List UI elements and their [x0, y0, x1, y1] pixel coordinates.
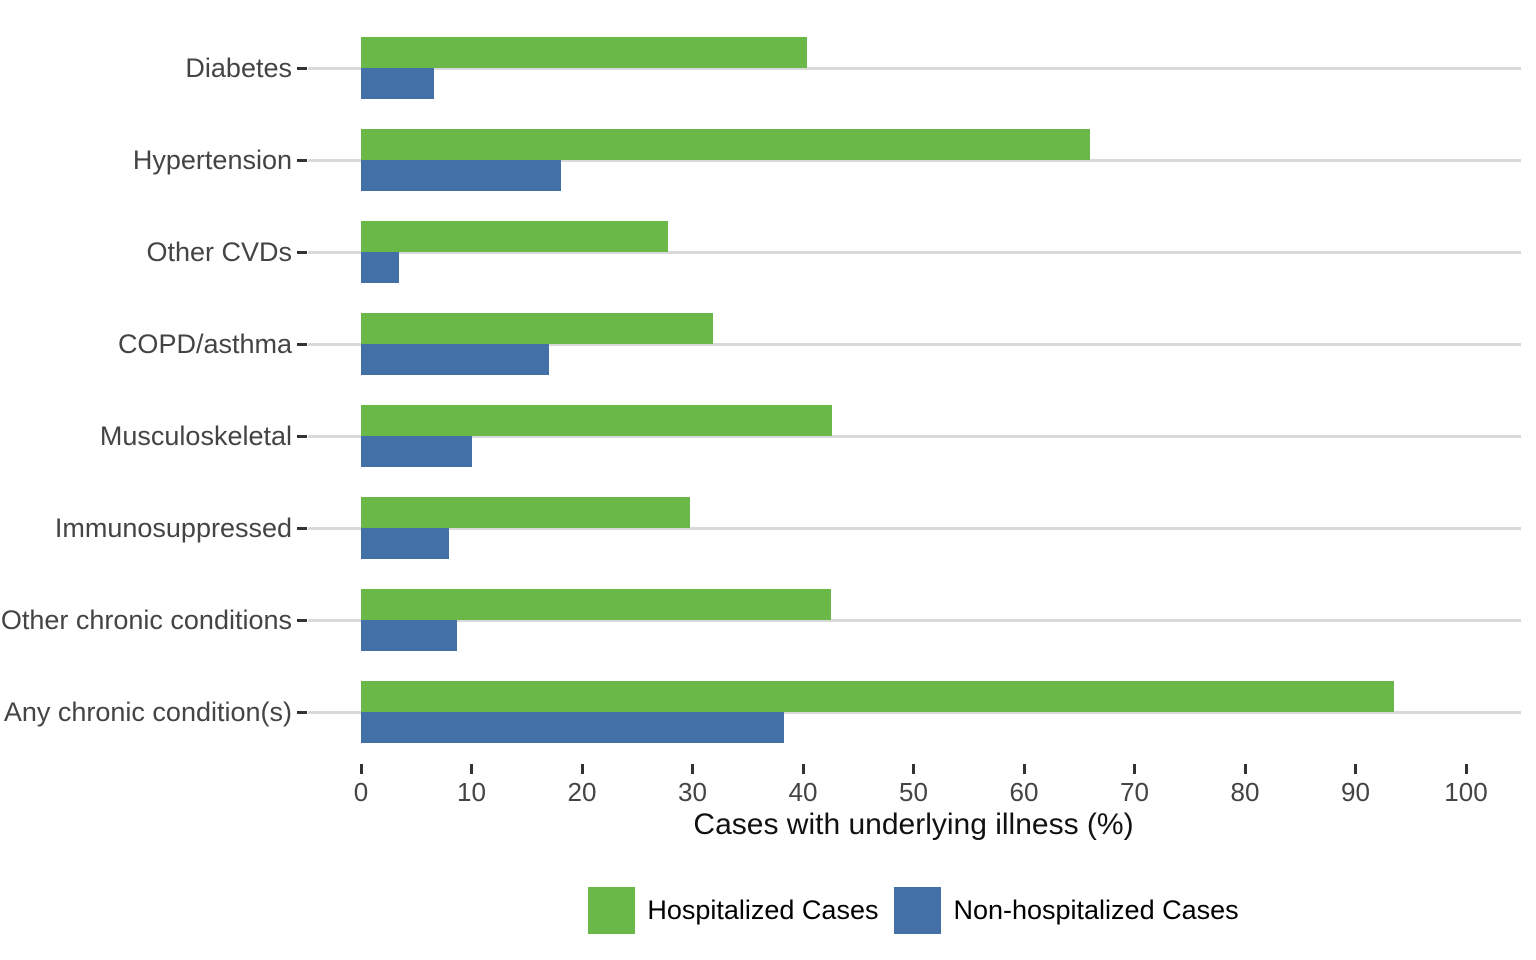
- x-tick-label-40: 40: [788, 777, 818, 807]
- category-label-diabetes: Diabetes: [185, 53, 292, 83]
- bar-non-hospitalized-cases-other-cvds: [361, 252, 399, 283]
- x-tick-label-90: 90: [1341, 777, 1370, 807]
- x-tick-label-20: 20: [567, 777, 597, 807]
- category-label-copd-asthma: COPD/asthma: [117, 329, 292, 359]
- category-label-other-chronic-conditions: Other chronic conditions: [0, 605, 292, 635]
- x-tick-label-100: 100: [1444, 777, 1488, 807]
- x-tick-label-30: 30: [678, 777, 707, 807]
- category-tick-mark: [297, 434, 307, 438]
- x-tick-mark-20: [580, 764, 584, 774]
- x-tick-label-0: 0: [353, 777, 369, 807]
- category-tick-mark: [297, 66, 307, 70]
- category-tick-mark: [297, 526, 307, 530]
- category-gridline: [308, 618, 1521, 622]
- bar-hospitalized-cases-other-chronic-conditions: [361, 589, 831, 620]
- x-tick-label-60: 60: [1009, 777, 1039, 807]
- x-tick-label-70: 70: [1120, 777, 1149, 807]
- bar-hospitalized-cases-immunosuppressed: [361, 497, 691, 528]
- category-label-musculoskeletal: Musculoskeletal: [99, 421, 292, 451]
- category-label-other-cvds: Other CVDs: [146, 237, 292, 267]
- x-tick-mark-100: [1464, 764, 1468, 774]
- x-tick-label-50: 50: [899, 777, 928, 807]
- legend: Hospitalized Cases Non-hospitalized Cases: [361, 884, 1466, 936]
- x-tick-mark-0: [359, 764, 363, 774]
- bar-non-hospitalized-cases-diabetes: [361, 68, 434, 99]
- bar-non-hospitalized-cases-musculoskeletal: [361, 436, 472, 467]
- category-label-any-chronic-condition-s: Any chronic condition(s): [3, 697, 292, 727]
- legend-item-hospitalized-cases: Hospitalized Cases: [588, 886, 879, 934]
- x-tick-label-10: 10: [457, 777, 486, 807]
- category-tick-mark: [297, 618, 307, 622]
- category-tick-mark: [297, 158, 307, 162]
- legend-label-non-hospitalized-cases: Non-hospitalized Cases: [953, 894, 1239, 925]
- category-tick-mark: [297, 342, 307, 346]
- category-gridline: [308, 434, 1521, 438]
- bar-hospitalized-cases-copd-asthma: [361, 313, 714, 344]
- x-tick-mark-80: [1243, 764, 1247, 774]
- category-gridline: [308, 342, 1521, 346]
- category-gridline: [308, 526, 1521, 530]
- x-tick-mark-40: [801, 764, 805, 774]
- category-gridline: [308, 158, 1521, 162]
- x-tick-mark-50: [912, 764, 915, 774]
- x-axis-title: Cases with underlying illness (%): [693, 808, 1134, 841]
- bar-hospitalized-cases-other-cvds: [361, 221, 669, 252]
- x-tick-mark-60: [1022, 764, 1026, 774]
- category-tick-mark: [297, 710, 307, 714]
- bar-hospitalized-cases-diabetes: [361, 37, 808, 68]
- category-label-immunosuppressed: Immunosuppressed: [54, 513, 292, 543]
- x-tick-mark-90: [1354, 764, 1357, 774]
- category-label-hypertension: Hypertension: [132, 145, 292, 175]
- category-tick-mark: [297, 250, 307, 254]
- x-tick-mark-70: [1133, 764, 1136, 774]
- bar-hospitalized-cases-musculoskeletal: [361, 405, 832, 436]
- bar-hospitalized-cases-hypertension: [361, 129, 1091, 160]
- legend-swatch-non-hospitalized-cases: [894, 886, 942, 934]
- legend-item-non-hospitalized-cases: Non-hospitalized Cases: [894, 886, 1239, 934]
- x-tick-mark-10: [470, 764, 473, 774]
- legend-swatch-hospitalized-cases: [588, 886, 636, 934]
- bar-non-hospitalized-cases-copd-asthma: [361, 344, 549, 375]
- bar-non-hospitalized-cases-immunosuppressed: [361, 528, 450, 559]
- bar-non-hospitalized-cases-other-chronic-conditions: [361, 620, 458, 651]
- category-gridline: [308, 66, 1521, 70]
- x-tick-label-80: 80: [1230, 777, 1260, 807]
- bar-non-hospitalized-cases-any-chronic-condition-s: [361, 712, 785, 743]
- category-gridline: [308, 250, 1521, 254]
- bar-non-hospitalized-cases-hypertension: [361, 160, 561, 191]
- category-gridline: [308, 710, 1521, 714]
- bar-hospitalized-cases-any-chronic-condition-s: [361, 681, 1395, 712]
- x-tick-mark-30: [691, 764, 694, 774]
- legend-label-hospitalized-cases: Hospitalized Cases: [647, 894, 879, 925]
